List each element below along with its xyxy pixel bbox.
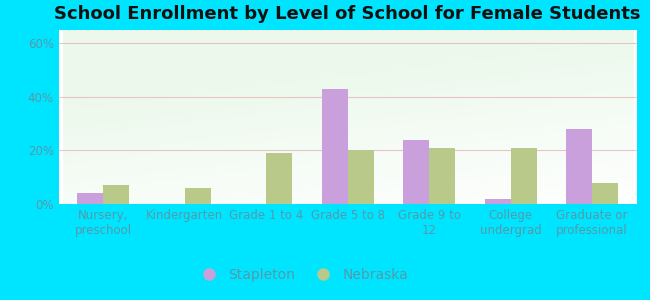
Bar <box>429 148 455 204</box>
Bar <box>103 185 129 204</box>
Bar <box>485 199 511 204</box>
Bar <box>266 153 292 204</box>
Bar <box>348 151 374 204</box>
Legend: Stapleton, Nebraska: Stapleton, Nebraska <box>189 262 413 287</box>
Bar <box>592 183 618 204</box>
Bar <box>511 148 537 204</box>
Bar <box>185 188 211 204</box>
Bar <box>566 129 592 204</box>
Bar <box>322 89 348 204</box>
Bar <box>403 140 429 204</box>
Bar <box>77 193 103 204</box>
Title: School Enrollment by Level of School for Female Students: School Enrollment by Level of School for… <box>55 5 641 23</box>
